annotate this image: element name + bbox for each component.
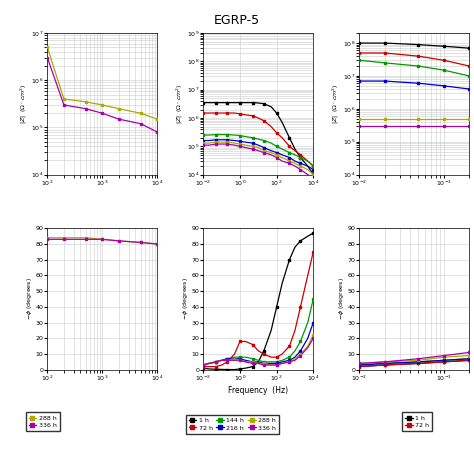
Y-axis label: $|Z|$  ($\Omega \cdot cm^2$): $|Z|$ ($\Omega \cdot cm^2$) bbox=[175, 83, 185, 124]
Legend: 1 h, 72 h, 144 h, 216 h, 288 h, 336 h: 1 h, 72 h, 144 h, 216 h, 288 h, 336 h bbox=[185, 415, 279, 434]
Y-axis label: $-\phi$ (degrees): $-\phi$ (degrees) bbox=[337, 278, 346, 320]
Y-axis label: $-\phi$ (degrees): $-\phi$ (degrees) bbox=[181, 278, 190, 320]
Y-axis label: $-\phi$ (degrees): $-\phi$ (degrees) bbox=[25, 278, 34, 320]
X-axis label: Frequency  (Hz): Frequency (Hz) bbox=[228, 386, 288, 395]
Legend: 288 h, 336 h: 288 h, 336 h bbox=[26, 412, 60, 431]
Text: EGRP-5: EGRP-5 bbox=[214, 14, 260, 27]
Y-axis label: $|Z|$  ($\Omega \cdot cm^2$): $|Z|$ ($\Omega \cdot cm^2$) bbox=[19, 83, 29, 124]
Legend: 1 h, 72 h: 1 h, 72 h bbox=[402, 412, 432, 431]
Y-axis label: $|Z|$  ($\Omega \cdot cm^2$): $|Z|$ ($\Omega \cdot cm^2$) bbox=[331, 83, 341, 124]
